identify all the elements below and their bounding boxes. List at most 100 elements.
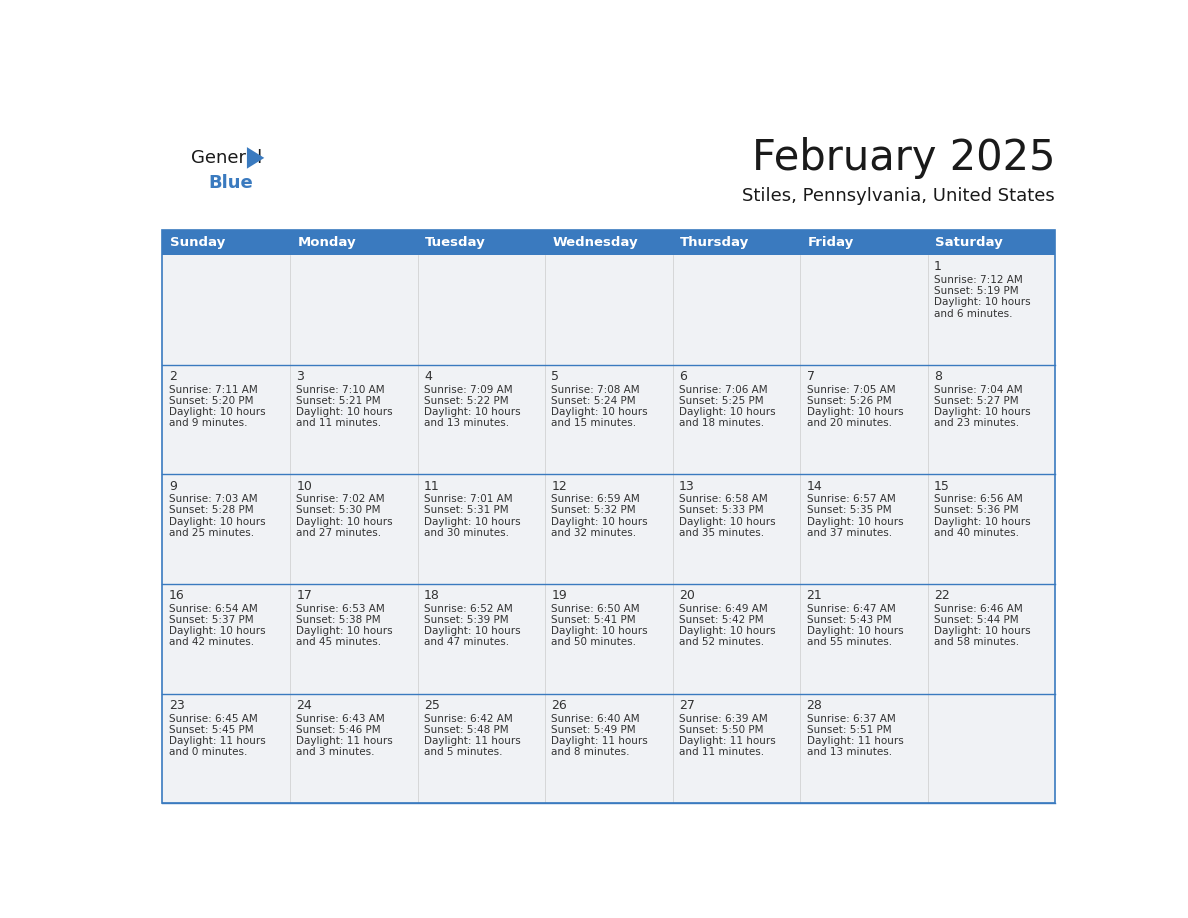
Text: Sunrise: 7:05 AM: Sunrise: 7:05 AM <box>807 385 896 395</box>
Bar <box>417 364 545 475</box>
Text: Daylight: 11 hours: Daylight: 11 hours <box>807 736 903 746</box>
Text: 4: 4 <box>424 370 431 383</box>
Text: Sunset: 5:45 PM: Sunset: 5:45 PM <box>169 725 253 734</box>
Text: 10: 10 <box>296 480 312 493</box>
Text: 15: 15 <box>934 480 950 493</box>
Text: and 23 minutes.: and 23 minutes. <box>934 419 1019 428</box>
Bar <box>545 584 672 693</box>
Text: Daylight: 10 hours: Daylight: 10 hours <box>934 407 1031 417</box>
Text: Daylight: 11 hours: Daylight: 11 hours <box>424 736 520 746</box>
Text: Sunset: 5:36 PM: Sunset: 5:36 PM <box>934 506 1018 516</box>
Text: Daylight: 10 hours: Daylight: 10 hours <box>551 626 649 636</box>
Text: Daylight: 10 hours: Daylight: 10 hours <box>680 517 776 527</box>
Bar <box>290 255 417 364</box>
Bar <box>801 693 928 803</box>
Text: Daylight: 10 hours: Daylight: 10 hours <box>296 517 393 527</box>
Bar <box>545 255 672 364</box>
Text: Monday: Monday <box>298 236 356 249</box>
Bar <box>672 584 801 693</box>
Text: Sunset: 5:32 PM: Sunset: 5:32 PM <box>551 506 636 516</box>
Text: Daylight: 10 hours: Daylight: 10 hours <box>680 626 776 636</box>
Bar <box>672 693 801 803</box>
Text: 5: 5 <box>551 370 560 383</box>
Text: Sunrise: 6:59 AM: Sunrise: 6:59 AM <box>551 494 640 504</box>
Text: Sunrise: 6:52 AM: Sunrise: 6:52 AM <box>424 604 513 614</box>
Text: Sunrise: 6:49 AM: Sunrise: 6:49 AM <box>680 604 767 614</box>
Text: Saturday: Saturday <box>935 236 1003 249</box>
Text: and 50 minutes.: and 50 minutes. <box>551 637 637 647</box>
Text: and 3 minutes.: and 3 minutes. <box>296 747 375 757</box>
Bar <box>417 230 545 255</box>
Text: 23: 23 <box>169 699 184 712</box>
Text: Sunrise: 6:56 AM: Sunrise: 6:56 AM <box>934 494 1023 504</box>
Bar <box>290 364 417 475</box>
Text: and 35 minutes.: and 35 minutes. <box>680 528 764 538</box>
Text: Daylight: 11 hours: Daylight: 11 hours <box>551 736 649 746</box>
Text: 13: 13 <box>680 480 695 493</box>
Text: Tuesday: Tuesday <box>425 236 486 249</box>
Text: Sunrise: 7:04 AM: Sunrise: 7:04 AM <box>934 385 1023 395</box>
Text: Wednesday: Wednesday <box>552 236 638 249</box>
Text: Sunset: 5:24 PM: Sunset: 5:24 PM <box>551 396 636 406</box>
Text: Daylight: 10 hours: Daylight: 10 hours <box>424 517 520 527</box>
Text: General: General <box>191 149 263 167</box>
Bar <box>672 475 801 584</box>
Bar <box>545 364 672 475</box>
Text: Sunset: 5:44 PM: Sunset: 5:44 PM <box>934 615 1018 625</box>
Text: Sunrise: 7:02 AM: Sunrise: 7:02 AM <box>296 494 385 504</box>
Bar <box>672 364 801 475</box>
Text: Sunrise: 7:09 AM: Sunrise: 7:09 AM <box>424 385 512 395</box>
Text: Sunset: 5:25 PM: Sunset: 5:25 PM <box>680 396 764 406</box>
Bar <box>417 475 545 584</box>
Text: 26: 26 <box>551 699 567 712</box>
Text: Sunset: 5:28 PM: Sunset: 5:28 PM <box>169 506 253 516</box>
Text: and 47 minutes.: and 47 minutes. <box>424 637 508 647</box>
Bar <box>163 255 290 364</box>
Text: Sunset: 5:51 PM: Sunset: 5:51 PM <box>807 725 891 734</box>
Text: Stiles, Pennsylvania, United States: Stiles, Pennsylvania, United States <box>742 187 1055 205</box>
Bar <box>801 255 928 364</box>
Text: 16: 16 <box>169 589 184 602</box>
Text: Sunrise: 7:08 AM: Sunrise: 7:08 AM <box>551 385 640 395</box>
Text: 17: 17 <box>296 589 312 602</box>
Polygon shape <box>247 147 264 169</box>
Bar <box>545 693 672 803</box>
Text: Blue: Blue <box>208 174 253 192</box>
Text: and 11 minutes.: and 11 minutes. <box>680 747 764 757</box>
Text: 24: 24 <box>296 699 312 712</box>
Text: 7: 7 <box>807 370 815 383</box>
Text: 9: 9 <box>169 480 177 493</box>
Bar <box>290 475 417 584</box>
Text: and 45 minutes.: and 45 minutes. <box>296 637 381 647</box>
Bar <box>672 230 801 255</box>
Text: and 6 minutes.: and 6 minutes. <box>934 308 1012 319</box>
Bar <box>928 364 1055 475</box>
Text: 1: 1 <box>934 261 942 274</box>
Text: Sunrise: 6:40 AM: Sunrise: 6:40 AM <box>551 713 640 723</box>
Text: Sunrise: 6:50 AM: Sunrise: 6:50 AM <box>551 604 640 614</box>
Text: Sunrise: 6:45 AM: Sunrise: 6:45 AM <box>169 713 258 723</box>
Text: 11: 11 <box>424 480 440 493</box>
Text: Daylight: 10 hours: Daylight: 10 hours <box>807 517 903 527</box>
Text: Sunrise: 6:54 AM: Sunrise: 6:54 AM <box>169 604 258 614</box>
Text: and 40 minutes.: and 40 minutes. <box>934 528 1019 538</box>
Text: and 42 minutes.: and 42 minutes. <box>169 637 254 647</box>
Text: and 52 minutes.: and 52 minutes. <box>680 637 764 647</box>
Text: 8: 8 <box>934 370 942 383</box>
Text: Sunset: 5:48 PM: Sunset: 5:48 PM <box>424 725 508 734</box>
Bar <box>163 364 290 475</box>
Bar <box>545 475 672 584</box>
Text: Sunset: 5:46 PM: Sunset: 5:46 PM <box>296 725 381 734</box>
Text: Daylight: 11 hours: Daylight: 11 hours <box>169 736 266 746</box>
Bar <box>163 230 1055 803</box>
Text: Daylight: 10 hours: Daylight: 10 hours <box>551 407 649 417</box>
Text: Sunset: 5:42 PM: Sunset: 5:42 PM <box>680 615 764 625</box>
Text: Sunset: 5:22 PM: Sunset: 5:22 PM <box>424 396 508 406</box>
Text: Sunrise: 6:46 AM: Sunrise: 6:46 AM <box>934 604 1023 614</box>
Text: Sunrise: 6:47 AM: Sunrise: 6:47 AM <box>807 604 896 614</box>
Text: Sunset: 5:38 PM: Sunset: 5:38 PM <box>296 615 381 625</box>
Text: Sunset: 5:21 PM: Sunset: 5:21 PM <box>296 396 381 406</box>
Text: and 13 minutes.: and 13 minutes. <box>807 747 892 757</box>
Text: and 18 minutes.: and 18 minutes. <box>680 419 764 428</box>
Text: Sunrise: 6:53 AM: Sunrise: 6:53 AM <box>296 604 385 614</box>
